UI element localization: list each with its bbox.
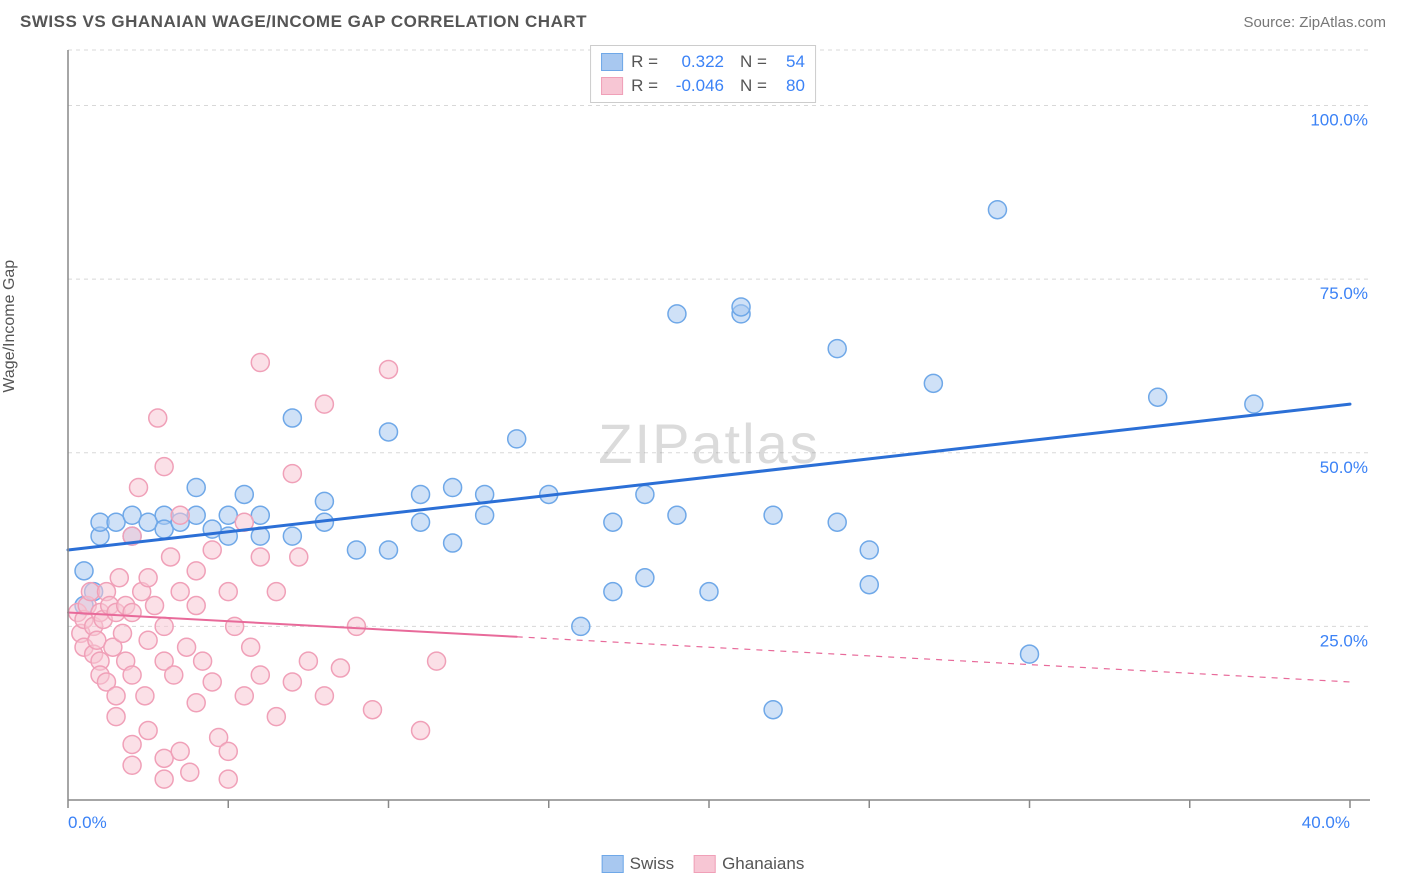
series-legend-item: Ghanaians <box>694 854 804 874</box>
svg-text:50.0%: 50.0% <box>1320 458 1368 477</box>
series-legend-item: Swiss <box>602 854 674 874</box>
legend-swatch <box>602 855 624 873</box>
svg-text:ZIPatlas: ZIPatlas <box>598 412 819 475</box>
chart-title: SWISS VS GHANAIAN WAGE/INCOME GAP CORREL… <box>20 12 587 32</box>
legend-row: R = -0.046 N = 80 <box>601 74 805 98</box>
y-axis-label: Wage/Income Gap <box>1 260 19 393</box>
svg-text:75.0%: 75.0% <box>1320 284 1368 303</box>
correlation-legend: R = 0.322 N = 54 R = -0.046 N = 80 <box>590 45 816 103</box>
series-label: Swiss <box>630 854 674 874</box>
r-label: R = <box>631 52 658 72</box>
r-value: -0.046 <box>666 76 724 96</box>
r-value: 0.322 <box>666 52 724 72</box>
series-legend: Swiss Ghanaians <box>602 854 805 874</box>
svg-text:0.0%: 0.0% <box>68 813 107 832</box>
chart-header: SWISS VS GHANAIAN WAGE/INCOME GAP CORREL… <box>0 0 1406 40</box>
chart-area: Wage/Income Gap 25.0%50.0%75.0%100.0%ZIP… <box>20 40 1386 860</box>
legend-row: R = 0.322 N = 54 <box>601 50 805 74</box>
series-label: Ghanaians <box>722 854 804 874</box>
legend-swatch <box>601 77 623 95</box>
n-label: N = <box>740 52 767 72</box>
n-value: 80 <box>775 76 805 96</box>
source-label: Source: ZipAtlas.com <box>1243 14 1386 31</box>
scatter-chart: 25.0% 50.0% 75.0% 100.0% ZIPatlas 0.0% 40.0% <box>20 40 1386 860</box>
svg-text:40.0%: 40.0% <box>1302 813 1350 832</box>
legend-swatch <box>601 53 623 71</box>
n-label: N = <box>740 76 767 96</box>
n-value: 54 <box>775 52 805 72</box>
svg-text:25.0%: 25.0% <box>1320 631 1368 650</box>
r-label: R = <box>631 76 658 96</box>
legend-swatch <box>694 855 716 873</box>
svg-text:100.0%: 100.0% <box>1310 111 1368 130</box>
